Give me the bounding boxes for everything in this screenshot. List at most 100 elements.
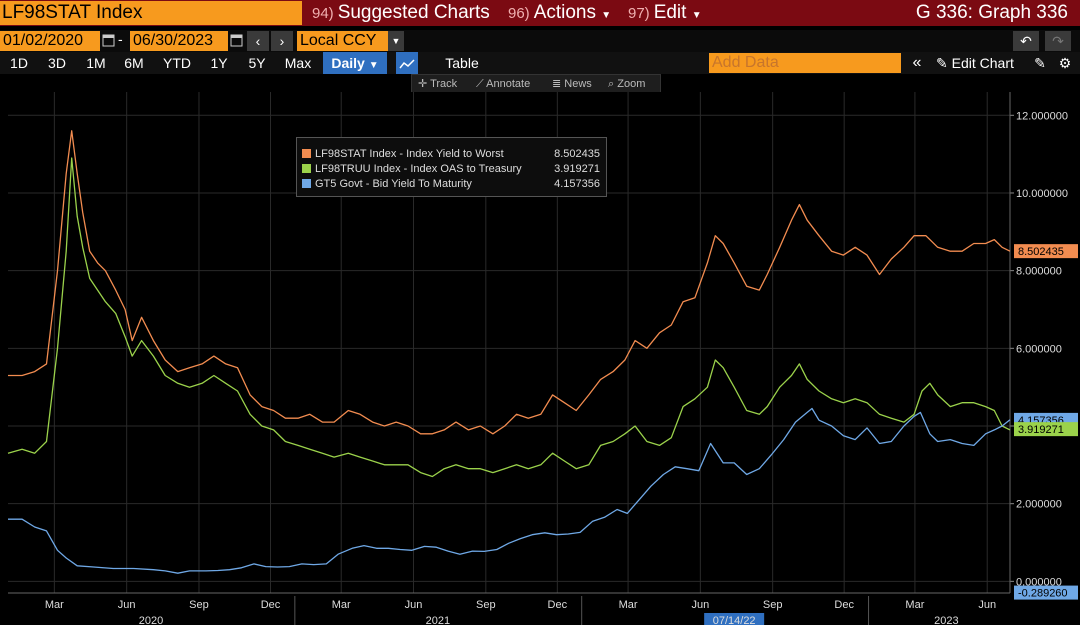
legend-entry: LF98TRUU Index - Index OAS to Treasury 3… <box>302 162 600 176</box>
y-tick-label: 10.000000 <box>1016 188 1068 200</box>
actions-menu[interactable]: 96) Actions ▼ <box>508 1 611 25</box>
x-year-label: 2021 <box>426 615 450 625</box>
chevron-down-icon: ▼ <box>368 60 379 71</box>
x-tick-label: Jun <box>691 599 709 611</box>
period-5y[interactable]: 5Y <box>248 55 266 71</box>
add-data-input[interactable]: Add Data <box>709 53 901 73</box>
x-year-label: 2023 <box>934 615 958 625</box>
track-tool[interactable]: ✛ Track <box>418 75 457 93</box>
last-value-badge <box>1014 244 1078 259</box>
y-tick-label: 12.000000 <box>1016 110 1068 122</box>
line-chart-icon[interactable] <box>396 52 418 74</box>
edit-chart-button[interactable]: ✎ Edit Chart <box>936 52 1014 74</box>
currency-select[interactable]: Local CCY <box>297 31 388 51</box>
pencil-icon: ✎ <box>936 55 948 71</box>
x-tick-label: Mar <box>619 599 638 611</box>
ticker-field[interactable]: LF98STAT Index <box>0 1 302 25</box>
last-value-label: 8.502435 <box>1018 246 1064 258</box>
y-tick-label: 6.000000 <box>1016 343 1062 355</box>
x-tick-label: Jun <box>118 599 136 611</box>
news-tool[interactable]: ≣ News <box>552 75 592 93</box>
period-1m[interactable]: 1M <box>86 55 106 71</box>
legend-label: LF98STAT Index - Index Yield to Worst <box>315 148 504 160</box>
undo-button[interactable]: ↶ <box>1013 31 1039 51</box>
last-value-badge <box>1014 585 1078 600</box>
series-line-yield-to-worst <box>8 130 1011 435</box>
menu-number: 94) <box>312 5 334 22</box>
legend-label: LF98TRUU Index - Index OAS to Treasury <box>315 163 522 175</box>
edit-chart-label: Edit Chart <box>951 55 1014 71</box>
menu-number: 97) <box>628 5 650 22</box>
period-max[interactable]: Max <box>284 55 312 71</box>
next-period-button[interactable]: › <box>271 31 293 51</box>
zoom-tool[interactable]: ⌕ Zoom <box>608 75 645 93</box>
legend-value: 4.157356 <box>554 178 600 190</box>
start-date-field[interactable]: 01/02/2020 <box>0 31 100 51</box>
tool-label: Annotate <box>486 78 531 90</box>
graph-id: G 336: Graph 336 <box>915 2 1068 23</box>
legend-entry: LF98STAT Index - Index Yield to Worst 8.… <box>302 147 600 161</box>
line-icon: ⟋ <box>476 78 484 90</box>
chart-tools: ✛ Track ⟋ Annotate ≣ News ⌕ Zoom <box>411 74 661 94</box>
x-tick-label: Jun <box>405 599 423 611</box>
legend-swatch <box>302 164 311 173</box>
legend-value: 3.919271 <box>554 163 600 175</box>
edit-icon[interactable]: ✎ <box>1034 55 1046 71</box>
legend-label: GT5 Govt - Bid Yield To Maturity <box>315 178 472 190</box>
frequency-label: Daily <box>331 55 365 71</box>
dropdown-arrow-icon: ▼ <box>691 10 702 21</box>
annotate-tool[interactable]: ⟋ Annotate <box>476 75 530 93</box>
table-view-button[interactable]: Table <box>445 55 479 71</box>
calendar-icon[interactable] <box>102 33 115 47</box>
menu-number: 96) <box>508 5 530 22</box>
edit-menu[interactable]: 97) Edit ▼ <box>628 1 702 25</box>
x-tick-label: Mar <box>45 599 64 611</box>
tool-label: Zoom <box>617 78 646 90</box>
legend-entry: GT5 Govt - Bid Yield To Maturity 4.15735… <box>302 177 600 191</box>
x-year-label: 07/14/22 <box>713 615 756 625</box>
x-tick-label: Sep <box>763 599 783 611</box>
menu-label: Actions <box>533 2 596 23</box>
y-tick-label: 2.000000 <box>1016 499 1062 511</box>
period-3d[interactable]: 3D <box>48 55 66 71</box>
chart-legend: LF98STAT Index - Index Yield to Worst 8.… <box>296 137 607 197</box>
last-value-badge <box>1014 422 1078 437</box>
x-year-label: 2020 <box>139 615 163 625</box>
x-tick-label: Dec <box>834 599 854 611</box>
period-toolbar: 1D 3D 1M 6M YTD 1Y 5Y Max Daily ▼ Table … <box>0 52 1080 74</box>
tool-label: News <box>564 78 592 90</box>
period-6m[interactable]: 6M <box>124 55 144 71</box>
last-value-label: 3.919271 <box>1018 424 1064 436</box>
crosshair-date-badge <box>704 613 765 625</box>
menu-label: Edit <box>653 2 687 23</box>
end-date-field[interactable]: 06/30/2023 <box>130 31 228 51</box>
x-tick-label: Jun <box>978 599 996 611</box>
chevron-down-icon[interactable]: ▼ <box>388 31 404 51</box>
previous-period-button[interactable]: ‹ <box>247 31 269 51</box>
last-value-label: -0.289260 <box>1018 588 1068 600</box>
dropdown-arrow-icon: ▼ <box>601 10 612 21</box>
legend-swatch <box>302 149 311 158</box>
series-line-gt5-yield <box>8 407 1011 574</box>
calendar-icon[interactable] <box>230 33 243 47</box>
frequency-select[interactable]: Daily ▼ <box>323 52 387 74</box>
redo-button[interactable]: ↷ <box>1045 31 1071 51</box>
crosshair-icon: ✛ <box>418 78 428 90</box>
gear-icon[interactable]: ⚙ <box>1058 55 1072 71</box>
news-icon: ≣ <box>552 78 562 90</box>
collapse-icon[interactable]: « <box>912 54 922 71</box>
suggested-charts-menu[interactable]: 94) Suggested Charts <box>312 1 490 25</box>
x-tick-label: Mar <box>332 599 351 611</box>
x-tick-label: Dec <box>548 599 568 611</box>
legend-swatch <box>302 179 311 188</box>
period-1y[interactable]: 1Y <box>210 55 228 71</box>
x-tick-label: Sep <box>476 599 496 611</box>
title-bar: LF98STAT Index 94) Suggested Charts 96) Ac… <box>0 0 1080 26</box>
period-1d[interactable]: 1D <box>10 55 28 71</box>
period-ytd[interactable]: YTD <box>163 55 191 71</box>
x-tick-label: Mar <box>905 599 924 611</box>
magnifier-icon: ⌕ <box>608 78 615 90</box>
date-separator: - <box>118 31 123 47</box>
legend-value: 8.502435 <box>554 148 600 160</box>
tool-label: Track <box>430 78 458 90</box>
